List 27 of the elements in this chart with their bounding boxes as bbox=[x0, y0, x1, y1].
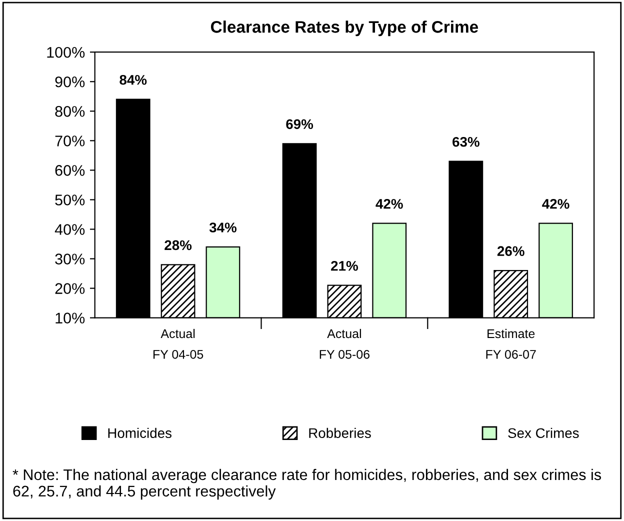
data-label: 63% bbox=[452, 136, 480, 147]
y-tick-label: 80% bbox=[55, 106, 85, 117]
data-label: 26% bbox=[497, 246, 524, 256]
legend-label: Homicides bbox=[108, 428, 172, 438]
data-label: 34% bbox=[209, 222, 237, 232]
data-label: 28% bbox=[164, 240, 192, 250]
y-tick-label: 10% bbox=[56, 312, 85, 324]
y-tick-label: 100% bbox=[47, 46, 85, 58]
data-label: 21% bbox=[331, 260, 358, 271]
data-label: 84% bbox=[120, 74, 147, 85]
y-tick-label: 90% bbox=[55, 76, 85, 88]
legend-label: Sex Crimes bbox=[508, 428, 579, 438]
y-tick-label: 70% bbox=[55, 136, 85, 146]
legend-label: Robberies bbox=[309, 428, 371, 438]
x-tick-label: Estimate FY 06-07 bbox=[486, 328, 536, 359]
text: * Note: The national average clearance rate for homicides, robberies, and sex crimes is 62, 25.7, and 44.5 percent respectively bbox=[12, 468, 601, 500]
x-tick-label: Actual FY 05-06 bbox=[320, 328, 370, 359]
y-tick-label: 60% bbox=[55, 165, 85, 176]
y-tick-label: 50% bbox=[55, 194, 85, 206]
y-tick-label: 20% bbox=[55, 283, 85, 294]
y-tick-label: 40% bbox=[54, 224, 85, 235]
y-tick-label: 30% bbox=[55, 254, 85, 264]
data-label: 42% bbox=[376, 198, 403, 209]
data-label: 69% bbox=[286, 119, 314, 130]
x-tick-label: Actual FY 04-05 bbox=[153, 328, 204, 359]
data-label: 42% bbox=[542, 198, 570, 209]
chart-title: Clearance Rates by Type of Crime bbox=[210, 20, 478, 36]
